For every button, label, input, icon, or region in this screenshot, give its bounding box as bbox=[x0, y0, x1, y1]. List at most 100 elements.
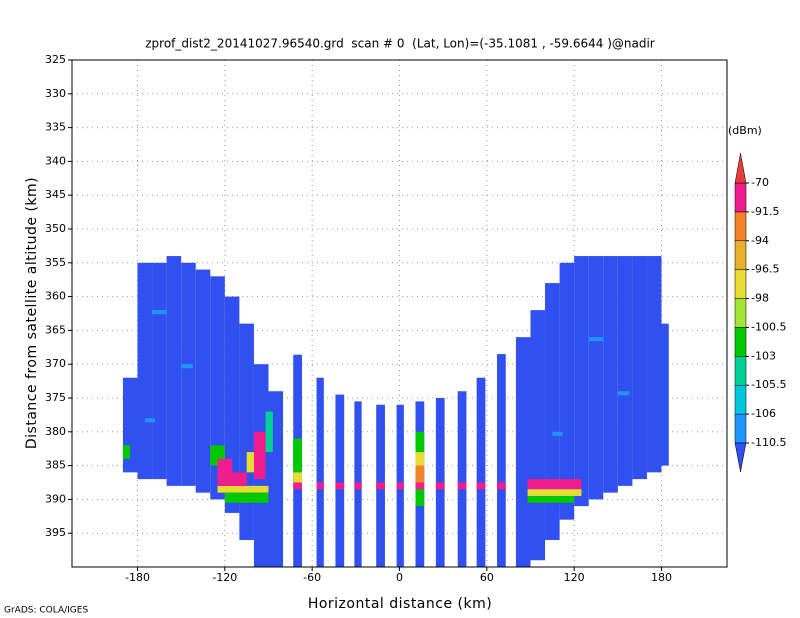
swath-column bbox=[545, 283, 560, 540]
colorbar-box bbox=[734, 211, 747, 242]
echo-cell bbox=[253, 431, 266, 480]
y-tick-label: 350 bbox=[45, 222, 66, 235]
swath-column bbox=[152, 262, 167, 480]
swath-column bbox=[559, 262, 575, 520]
echo-cell bbox=[457, 482, 467, 490]
swath-column bbox=[195, 269, 211, 493]
colorbar-label: -105.5 bbox=[751, 378, 786, 391]
echo-cell bbox=[415, 431, 425, 453]
swath-column bbox=[166, 256, 182, 486]
y-tick-label: 330 bbox=[45, 87, 66, 100]
echo-cell bbox=[217, 485, 269, 493]
swath-column bbox=[515, 337, 531, 567]
swath-column bbox=[497, 354, 506, 567]
echo-cell bbox=[415, 465, 425, 483]
colorbar-box bbox=[734, 240, 747, 270]
chart-title: zprof_dist2_20141027.96540.grd scan # 0 … bbox=[145, 37, 655, 51]
y-tick-label: 375 bbox=[45, 391, 66, 404]
swath-column bbox=[646, 256, 662, 473]
swath-column bbox=[661, 323, 669, 466]
swath-column bbox=[603, 256, 618, 493]
colorbar-label: -94 bbox=[751, 234, 769, 247]
x-tick-label: 0 bbox=[396, 571, 403, 584]
echo-cell bbox=[217, 458, 233, 486]
echo-cell bbox=[224, 492, 269, 503]
y-tick-label: 385 bbox=[45, 459, 66, 472]
y-tick-label: 395 bbox=[45, 526, 66, 539]
x-tick-label: 180 bbox=[651, 571, 672, 584]
colorbar-box bbox=[734, 298, 747, 328]
colorbar-label: -91.5 bbox=[751, 205, 779, 218]
y-tick-label: 340 bbox=[45, 154, 66, 167]
colorbar-label: -103 bbox=[751, 349, 776, 362]
echo-cell bbox=[293, 482, 302, 490]
colorbar-box bbox=[734, 384, 747, 415]
echo-cell bbox=[476, 482, 486, 490]
colorbar-label: -96.5 bbox=[751, 263, 779, 276]
swath-column bbox=[574, 256, 589, 507]
y-tick-label: 345 bbox=[45, 188, 66, 201]
echo-cell bbox=[181, 364, 193, 369]
echo-cell bbox=[435, 482, 445, 490]
echo-cell bbox=[527, 496, 575, 503]
swath-column bbox=[476, 377, 486, 567]
swath-column bbox=[335, 394, 345, 567]
echo-cell bbox=[527, 489, 582, 497]
swath-column bbox=[457, 391, 467, 567]
colorbar-box bbox=[734, 413, 747, 444]
swath-column bbox=[239, 323, 254, 540]
echo-cell bbox=[527, 479, 582, 490]
x-tick-label: -60 bbox=[303, 571, 321, 584]
colorbar-label: -98 bbox=[751, 292, 769, 305]
echo-cell bbox=[354, 482, 362, 490]
echo-cell bbox=[316, 482, 324, 490]
echo-cell bbox=[293, 438, 302, 473]
x-tick-label: -120 bbox=[212, 571, 237, 584]
echo-cell bbox=[415, 482, 425, 490]
colorbar-box bbox=[734, 327, 747, 357]
colorbar-label: -110.5 bbox=[751, 436, 786, 449]
echo-cell bbox=[144, 418, 155, 423]
y-tick-label: 325 bbox=[45, 53, 66, 66]
swath-column bbox=[210, 276, 225, 500]
echo-cell bbox=[396, 482, 404, 490]
y-tick-label: 335 bbox=[45, 121, 66, 134]
x-axis-label: Horizontal distance (km) bbox=[308, 596, 492, 612]
echo-cell bbox=[376, 482, 385, 490]
plot-frame bbox=[71, 59, 728, 568]
swath-column bbox=[181, 262, 196, 486]
y-tick-label: 355 bbox=[45, 256, 66, 269]
echo-cell bbox=[122, 445, 131, 459]
echo-cell bbox=[588, 337, 604, 342]
swath-column bbox=[137, 262, 153, 480]
echo-cell bbox=[232, 472, 247, 486]
colorbar-lower bbox=[734, 442, 747, 473]
x-tick-label: 120 bbox=[564, 571, 585, 584]
x-tick-label: 60 bbox=[480, 571, 494, 584]
footer: GrADS: COLA/IGES bbox=[4, 606, 88, 616]
y-tick-label: 390 bbox=[45, 492, 66, 505]
y-axis-label: Distance from satellite altitude (km) bbox=[24, 177, 40, 449]
y-tick-label: 360 bbox=[45, 290, 66, 303]
colorbar-label: -70 bbox=[751, 176, 769, 189]
swath-column bbox=[632, 256, 647, 480]
swath-column bbox=[530, 310, 546, 561]
swath-column bbox=[316, 377, 324, 567]
echo-cell bbox=[335, 482, 345, 490]
colorbar-unit: (dBm) bbox=[728, 124, 762, 137]
echo-cell bbox=[415, 489, 425, 507]
colorbar-box bbox=[734, 356, 747, 386]
swath-column bbox=[617, 256, 633, 486]
colorbar-label: -100.5 bbox=[751, 320, 786, 333]
echo-cell bbox=[265, 411, 273, 453]
colorbar-label: -106 bbox=[751, 407, 776, 420]
echo-cell bbox=[152, 310, 167, 315]
echo-cell bbox=[497, 482, 506, 490]
y-tick-label: 370 bbox=[45, 357, 66, 370]
swath-column bbox=[588, 256, 604, 500]
x-tick-label: -180 bbox=[125, 571, 150, 584]
y-tick-label: 380 bbox=[45, 425, 66, 438]
colorbar-box bbox=[734, 269, 747, 299]
y-tick-label: 365 bbox=[45, 323, 66, 336]
